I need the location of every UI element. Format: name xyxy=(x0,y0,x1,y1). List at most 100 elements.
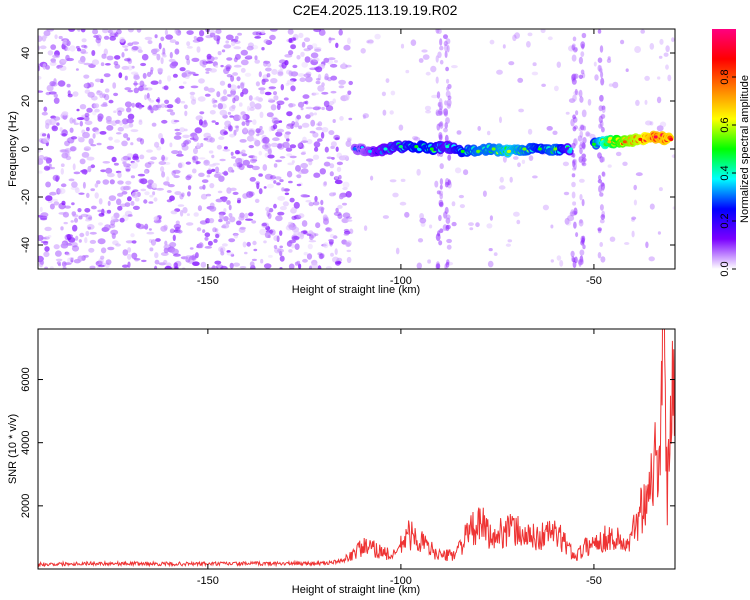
spectrogram-cell xyxy=(314,233,319,237)
spectrogram-cell xyxy=(46,29,54,32)
spectrogram-cell xyxy=(126,196,132,202)
spectrogram-cell xyxy=(169,111,176,116)
spectrogram-cell xyxy=(163,259,168,265)
spectrogram-cell xyxy=(635,172,643,177)
spectrogram-cell xyxy=(585,131,590,137)
spectrogram-cell xyxy=(245,55,253,58)
spectrogram-cell xyxy=(127,253,132,260)
spectrogram-cell xyxy=(277,69,284,76)
spectrogram-cell xyxy=(122,249,129,256)
spectrogram-cell xyxy=(146,149,153,153)
spectrogram-y-tick-label: 20 xyxy=(20,95,32,107)
spectrogram-cell xyxy=(179,127,186,133)
spectrogram-cell xyxy=(71,202,75,206)
spectrogram-cell xyxy=(579,178,585,183)
spectrogram-cell xyxy=(404,211,410,218)
spectrogram-cell xyxy=(284,60,289,66)
spectrogram-cell xyxy=(70,146,76,152)
spectrogram-cell xyxy=(221,243,228,247)
spectrogram-cell xyxy=(262,78,269,83)
spectrogram-cell xyxy=(659,38,664,45)
spectrogram-cell xyxy=(574,88,578,96)
spectrogram-cell xyxy=(293,230,301,236)
spectrogram-cell xyxy=(230,151,234,156)
spectrogram-cell xyxy=(90,164,96,169)
spectrogram-cell xyxy=(294,243,300,250)
spectrogram-cell xyxy=(223,170,228,176)
spectrogram-cell xyxy=(671,154,675,158)
spectrogram-cell xyxy=(124,87,132,91)
spectrogram-cell xyxy=(444,134,449,143)
spectrogram-cell xyxy=(125,240,134,244)
spectrogram-cell xyxy=(269,175,275,181)
spectrogram-cell xyxy=(309,67,317,71)
spectrogram-cell xyxy=(463,169,469,176)
spectrogram-cell xyxy=(665,45,670,53)
spectrogram-cell xyxy=(286,138,290,142)
spectrogram-cell xyxy=(94,108,100,113)
spectrogram-cell xyxy=(214,228,219,233)
spectrogram-cell xyxy=(222,148,231,152)
spectrogram-cell xyxy=(191,57,200,63)
spectrogram-cell xyxy=(82,181,86,189)
spectrogram-cell xyxy=(194,127,203,134)
spectrogram-cell xyxy=(266,112,274,118)
spectrogram-cell xyxy=(325,227,331,232)
spectrogram-cell xyxy=(275,215,283,222)
spectrogram-cell xyxy=(419,213,424,220)
spectrogram-cell xyxy=(62,40,69,46)
spectrogram-cell xyxy=(139,154,145,160)
spectrogram-cell xyxy=(192,73,199,77)
spectrogram-cell xyxy=(117,126,125,132)
spectrogram-cell xyxy=(435,233,441,242)
spectrogram-cell xyxy=(265,67,272,72)
spectrogram-cell xyxy=(132,205,140,210)
spectrogram-cell xyxy=(279,179,284,183)
spectrogram-cell xyxy=(66,242,72,246)
spectrogram-cell xyxy=(303,48,311,52)
spectrogram-cell xyxy=(75,235,79,241)
spectrogram-cell xyxy=(657,231,662,235)
spectrogram-cell xyxy=(241,153,248,157)
spectrogram-cell xyxy=(202,229,206,234)
spectrogram-cell xyxy=(313,141,321,148)
spectrogram-cell xyxy=(255,96,260,101)
spectrogram-cell xyxy=(232,72,239,76)
spectrogram-cell xyxy=(233,162,239,167)
spectrogram-cell xyxy=(648,256,655,262)
spectrogram-cell xyxy=(121,52,125,58)
spectrogram-cell xyxy=(252,119,257,125)
spectrogram-cell xyxy=(279,206,287,211)
spectrogram-cell xyxy=(571,191,576,199)
spectrogram-cell xyxy=(571,54,577,62)
spectrogram-cell xyxy=(288,103,294,108)
spectrogram-cell xyxy=(211,120,216,123)
spectrogram-cell xyxy=(581,32,587,39)
spectrogram-cell xyxy=(445,66,449,72)
spectrogram-cell xyxy=(38,170,43,174)
spectrogram-cell xyxy=(163,85,169,91)
spectrogram-cell xyxy=(199,30,205,37)
spectrogram-cell xyxy=(91,50,96,56)
spectrogram-cell xyxy=(72,163,76,171)
spectrogram-cell xyxy=(502,155,507,163)
spectrogram-cell xyxy=(97,41,101,47)
spectrogram-cell xyxy=(656,125,664,132)
spectrogram-cell xyxy=(239,139,247,143)
spectrogram-cell xyxy=(49,61,57,66)
spectrogram-cell xyxy=(288,70,294,77)
spectrogram-cell xyxy=(102,179,110,185)
spectrogram-cell xyxy=(279,230,283,236)
spectrogram-cell xyxy=(246,45,254,51)
spectrogram-cell xyxy=(144,191,150,196)
spectrogram-cell xyxy=(187,258,195,264)
spectrogram-cell xyxy=(38,158,44,165)
spectrogram-cell xyxy=(67,90,71,96)
spectrogram-cell xyxy=(246,241,251,247)
spectrogram-cell xyxy=(297,101,305,108)
spectrogram-cell xyxy=(61,111,69,116)
spectrogram-cell xyxy=(182,134,190,139)
spectrogram-cell xyxy=(86,224,95,230)
spectrogram-cell xyxy=(169,242,177,248)
spectrogram-cell xyxy=(329,63,338,68)
